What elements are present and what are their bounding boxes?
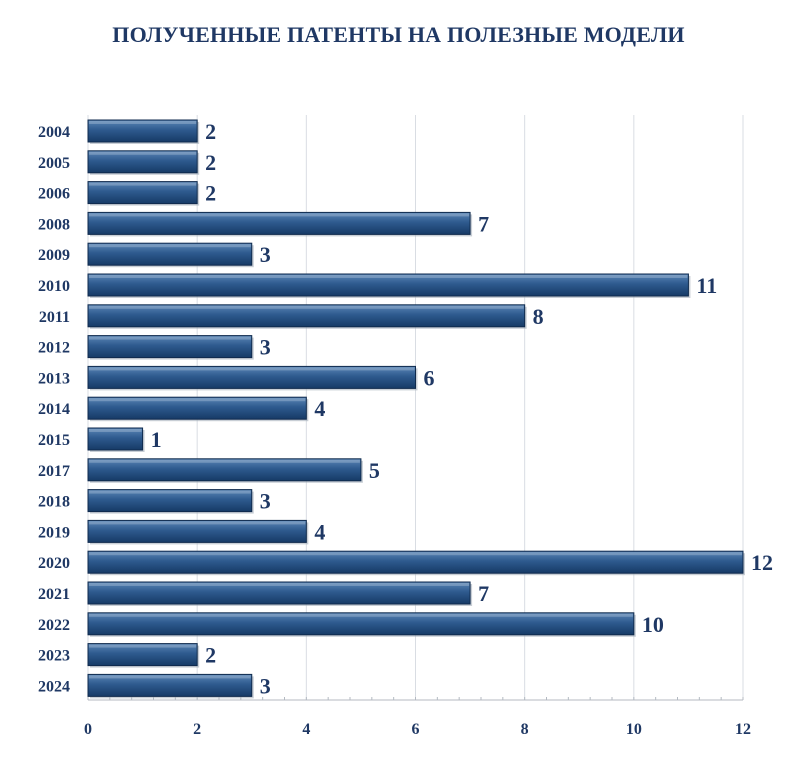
bar <box>87 304 526 328</box>
bar-highlight <box>89 521 306 525</box>
data-label: 12 <box>751 550 773 575</box>
x-tick-label: 0 <box>84 721 92 738</box>
data-label: 1 <box>151 427 162 452</box>
y-tick-label: 2012 <box>38 340 70 357</box>
y-tick-label: 2008 <box>38 216 70 233</box>
y-tick-label: 2020 <box>38 555 70 572</box>
data-label: 8 <box>533 304 544 329</box>
bar-highlight <box>89 336 251 340</box>
bar <box>87 211 471 235</box>
x-tick-label: 4 <box>302 721 310 738</box>
data-label: 5 <box>369 458 380 483</box>
data-labels: 2 2 2 7 3 11 8 3 6 4 1 5 3 4 12 7 10 2 3 <box>151 119 773 698</box>
bar <box>87 365 416 389</box>
data-label: 3 <box>260 335 271 360</box>
bar-highlight <box>89 644 197 648</box>
data-label: 3 <box>260 489 271 514</box>
data-label: 4 <box>314 519 325 544</box>
y-tick-label: 2015 <box>38 432 70 449</box>
bar-highlight <box>89 459 360 463</box>
bar <box>87 489 253 513</box>
bar-highlight <box>89 151 197 155</box>
bar-highlight <box>89 675 251 679</box>
y-tick-label: 2022 <box>38 617 70 634</box>
bar <box>87 581 471 605</box>
y-tick-label: 2019 <box>38 524 70 541</box>
bar <box>87 550 744 574</box>
bar-highlight <box>89 213 470 217</box>
data-label: 2 <box>205 150 216 175</box>
bar-highlight <box>89 613 633 617</box>
y-tick-label: 2018 <box>38 494 70 511</box>
bar <box>87 396 307 420</box>
data-label: 7 <box>478 211 489 236</box>
y-tick-label: 2017 <box>38 463 70 480</box>
y-tick-label: 2013 <box>38 370 70 387</box>
data-label: 2 <box>205 119 216 144</box>
bar <box>87 335 253 359</box>
data-label: 3 <box>260 673 271 698</box>
y-tick-label: 2010 <box>38 278 70 295</box>
bar-highlight <box>89 275 688 278</box>
bar-highlight <box>89 583 470 586</box>
x-tick-label: 8 <box>521 721 529 738</box>
y-tick-label: 2014 <box>38 401 70 418</box>
bar <box>87 612 635 636</box>
chart-title: ПОЛУЧЕННЫЕ ПАТЕНТЫ НА ПОЛЕЗНЫЕ МОДЕЛИ <box>112 22 685 47</box>
x-axis-tick-labels: 0 2 4 6 8 10 12 <box>84 721 751 738</box>
bar-highlight <box>89 552 742 556</box>
y-tick-label: 2023 <box>38 648 70 665</box>
data-label: 7 <box>478 581 489 606</box>
y-axis-tick-labels: 2004 2005 2006 2008 2009 2010 2011 2012 2013 2014… <box>38 124 70 695</box>
data-label: 3 <box>260 242 271 267</box>
x-tick-label: 12 <box>735 721 751 738</box>
bar <box>87 181 198 205</box>
y-tick-label: 2006 <box>38 186 70 203</box>
y-tick-label: 2024 <box>38 678 70 695</box>
bar <box>87 242 253 266</box>
bar <box>87 458 362 482</box>
bar <box>87 427 144 451</box>
bar-highlight <box>89 244 251 248</box>
x-tick-label: 10 <box>626 721 642 738</box>
data-label: 2 <box>205 643 216 668</box>
data-label: 11 <box>696 273 717 298</box>
bar <box>87 673 253 697</box>
bar-highlight <box>89 182 197 186</box>
y-tick-label: 2004 <box>38 124 70 141</box>
bar-highlight <box>89 367 415 371</box>
data-label: 10 <box>642 612 664 637</box>
y-tick-label: 2005 <box>38 155 70 172</box>
bar <box>87 643 198 667</box>
data-label: 6 <box>424 365 435 390</box>
data-label: 2 <box>205 181 216 206</box>
data-label: 4 <box>314 396 325 421</box>
y-tick-label: 2011 <box>39 309 70 326</box>
bar <box>87 519 307 543</box>
y-tick-label: 2009 <box>38 247 70 264</box>
bar-highlight <box>89 121 197 124</box>
bar <box>87 119 198 143</box>
bars <box>87 119 745 699</box>
bar-highlight <box>89 490 251 494</box>
x-tick-label: 6 <box>412 721 420 738</box>
bar <box>87 273 689 297</box>
bar <box>87 150 198 174</box>
x-tick-label: 2 <box>193 721 201 738</box>
bar-highlight <box>89 305 524 309</box>
bar-highlight <box>89 429 142 432</box>
bar-highlight <box>89 398 306 402</box>
y-tick-label: 2021 <box>38 586 70 603</box>
